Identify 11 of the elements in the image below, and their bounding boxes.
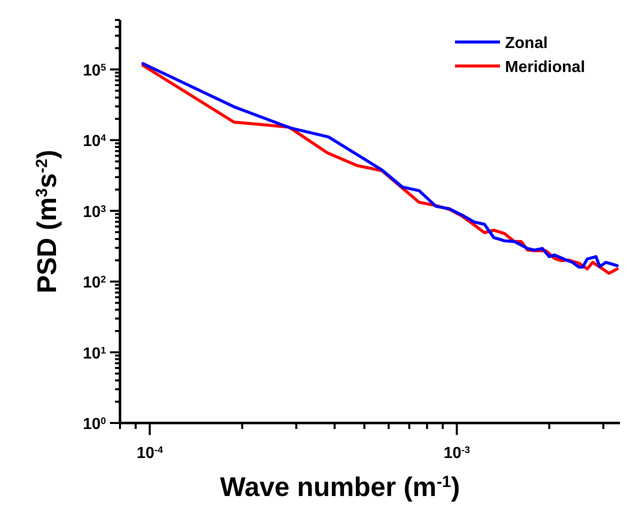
y-tick-label: 10$^{5}$	[82, 62, 107, 80]
x-tick-label: 10$^{-3}$	[444, 444, 470, 462]
y-tick-label: 10$^{0}$	[82, 416, 106, 433]
legend-label: Meridional	[505, 59, 586, 76]
y-tick-label: 10$^{3}$	[82, 203, 106, 221]
y-tick-label: 10$^{2}$	[82, 274, 106, 292]
x-axis-title: Wave number (m$^{-1}$)	[220, 472, 460, 502]
x-tick-label: 10$^{-4}$	[136, 444, 164, 462]
y-tick-label: 10$^{4}$	[82, 132, 107, 150]
y-tick-label: 10$^{1}$	[82, 344, 107, 362]
legend-label: Zonal	[505, 35, 548, 52]
